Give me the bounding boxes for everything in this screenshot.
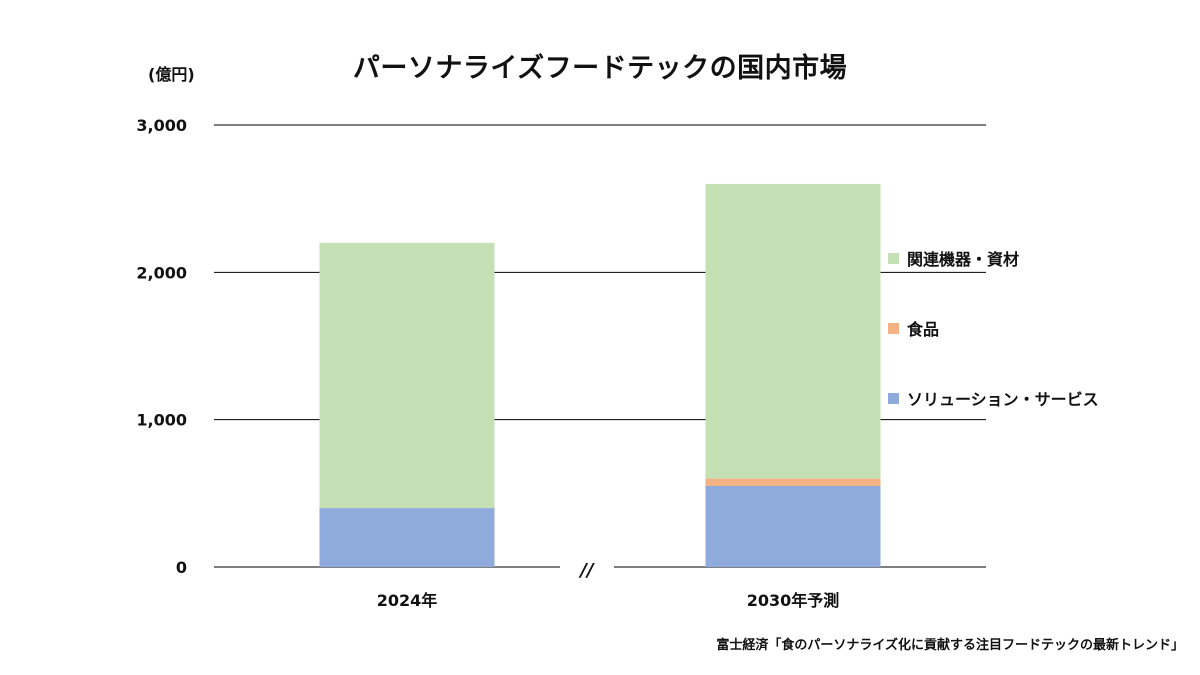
- legend-label: 関連機器・資材: [907, 250, 1020, 269]
- bars: [319, 183, 881, 567]
- bar-segment: [705, 478, 881, 486]
- axis-break-gap: [560, 564, 614, 570]
- legend-item: ソリューション・サービス: [888, 386, 1099, 410]
- axis-break-mark: //: [578, 560, 595, 581]
- chart-title: パーソナライズフードテックの国内市場: [352, 53, 848, 84]
- y-tick-label: 0: [176, 558, 187, 577]
- axis-labels: 0 1,000 2,000 3,000 2024年 2030年予測 //: [136, 116, 839, 610]
- bar-segment: [705, 485, 881, 567]
- legend-swatch: [888, 392, 899, 404]
- legend-item: 食品: [888, 316, 939, 340]
- legend-swatch: [888, 322, 899, 334]
- legend-item: 関連機器・資材: [888, 246, 1019, 270]
- x-category-label: 2024年: [377, 591, 438, 610]
- y-tick-label: 3,000: [136, 116, 187, 135]
- unit-label: (億円): [148, 65, 195, 84]
- legend-label: 食品: [907, 320, 940, 339]
- y-tick-label: 2,000: [136, 263, 187, 282]
- y-tick-label: 1,000: [136, 411, 187, 430]
- bar-segment: [705, 183, 881, 479]
- legend-swatch: [888, 252, 899, 264]
- bar-segment: [319, 508, 495, 567]
- legend-label: ソリューション・サービス: [907, 390, 1099, 409]
- x-category-label: 2030年予測: [747, 591, 840, 610]
- source-note: 富士経済「食のパーソナライズ化に貢献する注目フードテックの最新トレンド」: [716, 638, 1184, 653]
- bar-segment: [319, 242, 495, 509]
